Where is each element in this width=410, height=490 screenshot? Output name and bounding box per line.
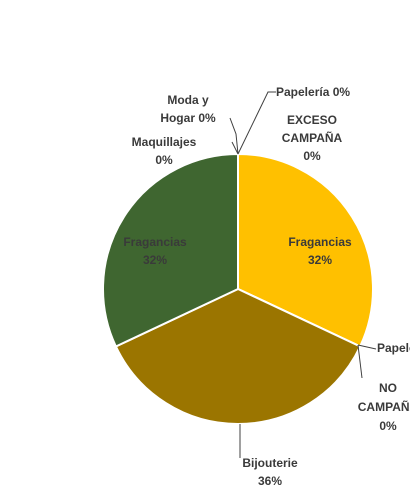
slice-value-maquillajes: 0% <box>155 153 173 167</box>
slice-label-exceso-line2: CAMPAÑA <box>282 130 343 145</box>
slice-label-no-campana-line1: NO <box>379 381 397 395</box>
pie-slice-0 <box>237 152 374 348</box>
slice-label-fragancias-right: Fragancias <box>288 235 352 249</box>
leader-line-0 <box>357 344 377 350</box>
leader-line-4 <box>231 141 239 155</box>
slice-label-no-campana-line2: CAMPAÑA <box>358 399 410 414</box>
leader-line-2 <box>229 117 239 155</box>
slice-label-bijouterie: Bijouterie <box>242 456 298 470</box>
leader-lines <box>229 91 377 458</box>
slice-label-exceso-line1: EXCESO <box>287 113 337 127</box>
slice-label-papeleria-top: Papelería 0% <box>276 85 350 99</box>
slice-value-no-campana: 0% <box>379 419 397 433</box>
slice-value-exceso: 0% <box>303 149 321 163</box>
pie-slices <box>102 152 374 425</box>
slice-label-papeleria-right: Papelería <box>377 341 410 355</box>
slice-label-maquillajes: Maquillajes <box>132 135 197 149</box>
slice-value-fragancias-left: 32% <box>143 253 167 267</box>
leader-line-1 <box>357 344 363 379</box>
slice-label-fragancias-left: Fragancias <box>123 235 187 249</box>
pie-slice-3 <box>114 287 362 425</box>
pie-slice-4 <box>102 152 239 348</box>
slice-value-bijouterie: 36% <box>258 474 282 488</box>
slice-label-moda-line2: Hogar 0% <box>160 111 216 125</box>
slice-label-moda-line1: Moda y <box>167 93 209 107</box>
slice-value-fragancias-right: 32% <box>308 253 332 267</box>
leader-line-3 <box>237 91 276 155</box>
